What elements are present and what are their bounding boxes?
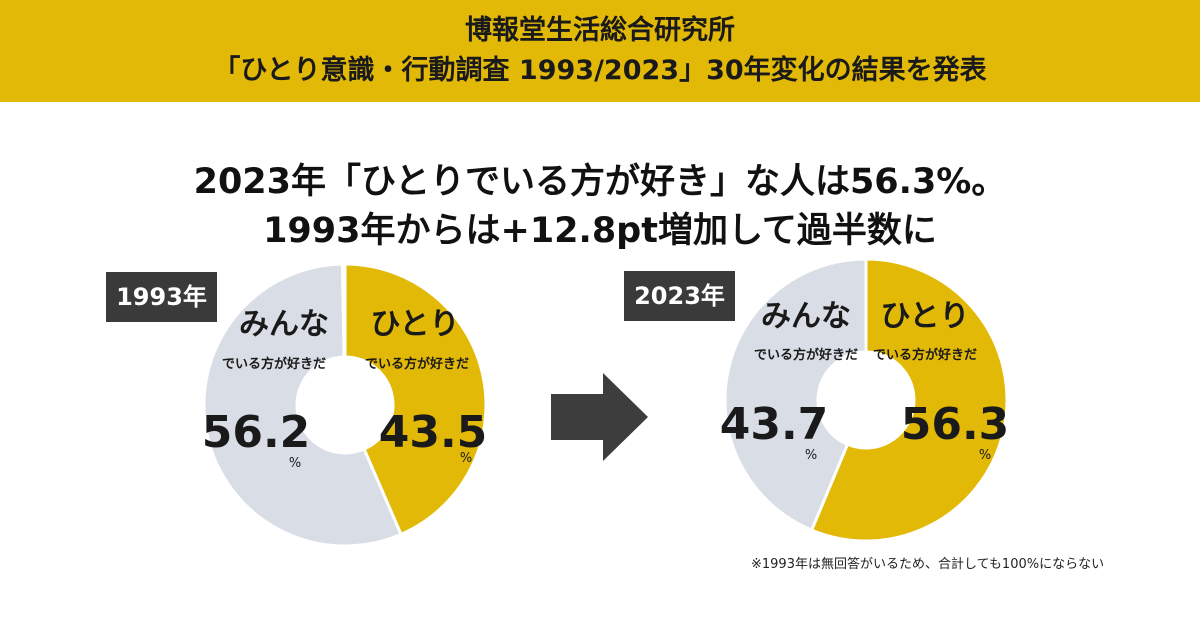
hitori-title-2023: ひとり [880,299,969,334]
hitori-unit-1993: % [460,451,472,466]
year-tag-1993: 1993年 [106,272,217,322]
minna-value-1993: 56.2 [202,407,311,458]
minna-title-2023: みんな [761,299,851,334]
slice-minna-2023年 [723,257,868,533]
hitori-unit-2023: % [979,448,991,463]
headline-line-2: 1993年からは+12.8pt増加して過半数に [263,211,937,251]
minna-value-2023: 43.7 [720,399,829,450]
header-banner: 博報堂生活総合研究所 「ひとり意識・行動調査 1993/2023」30年変化の結… [0,0,1200,102]
minna-subtitle-2023: でいる方が好きだ [754,347,858,363]
hitori-value-2023: 56.3 [901,399,1010,450]
minna-unit-1993: % [289,456,301,471]
slice-hitori-2023年 [809,257,1009,543]
right-arrow-icon [551,373,648,461]
hitori-value-1993: 43.5 [379,407,488,458]
headline-line-1: 2023年「ひとりでいる方が好き」な人は56.3%。 [193,162,1007,202]
year-tag-2023: 2023年 [624,271,735,321]
banner-title: 「ひとり意識・行動調査 1993/2023」30年変化の結果を発表 [213,55,987,86]
hitori-subtitle-2023: でいる方が好きだ [873,347,977,363]
banner-org-name: 博報堂生活総合研究所 [465,15,735,46]
slice-hitori-1993年 [343,262,488,537]
minna-unit-2023: % [805,448,817,463]
hitori-subtitle-1993: でいる方が好きだ [365,356,469,372]
minna-subtitle-1993: でいる方が好きだ [222,356,326,372]
footnote: ※1993年は無回答がいるため、合計しても100%にならない [751,557,1105,572]
hitori-title-1993: ひとり [370,307,459,342]
minna-title-1993: みんな [239,307,329,342]
donut-chart-2023 [723,257,1009,543]
slice-minna-1993年 [202,262,403,548]
donut-chart-1993 [202,262,488,548]
headline: 2023年「ひとりでいる方が好き」な人は56.3%。 1993年からは+12.8… [0,158,1200,256]
